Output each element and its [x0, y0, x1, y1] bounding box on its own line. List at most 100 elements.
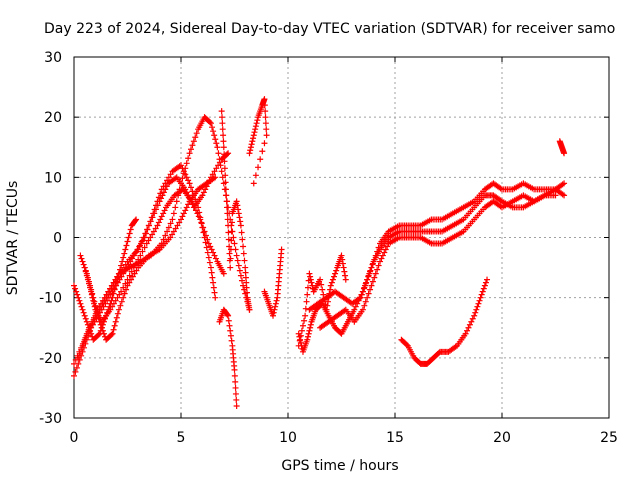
- data-point: [78, 255, 85, 262]
- data-point: [308, 279, 315, 286]
- data-point: [180, 170, 187, 177]
- data-point: [324, 302, 331, 309]
- data-point: [160, 210, 167, 217]
- data-point: [381, 249, 388, 256]
- data-point: [139, 248, 146, 255]
- data-point: [242, 274, 249, 281]
- data-point: [552, 192, 559, 199]
- data-point: [254, 117, 261, 124]
- data-point: [132, 249, 139, 256]
- data-point: [114, 274, 121, 281]
- data-point: [246, 306, 253, 313]
- data-point: [142, 230, 149, 237]
- data-point: [122, 246, 129, 253]
- data-point: [185, 177, 192, 184]
- data-point: [318, 281, 325, 288]
- data-point: [331, 273, 338, 280]
- data-point: [233, 252, 240, 259]
- data-point: [220, 132, 227, 139]
- data-point: [113, 278, 120, 285]
- data-point: [123, 242, 130, 249]
- data-point: [80, 309, 87, 316]
- data-point: [183, 174, 190, 181]
- data-point: [160, 189, 167, 196]
- data-point: [231, 372, 238, 379]
- data-point: [233, 402, 240, 409]
- data-point: [236, 214, 243, 221]
- data-point: [210, 128, 217, 135]
- data-point: [167, 171, 174, 178]
- data-point: [234, 202, 241, 209]
- data-point: [179, 213, 186, 220]
- data-point: [209, 171, 216, 178]
- data-point: [112, 297, 119, 304]
- data-point: [154, 202, 161, 209]
- data-point: [372, 270, 379, 277]
- y-tick-label: 0: [53, 231, 62, 247]
- data-point: [240, 243, 247, 250]
- data-point: [124, 238, 131, 245]
- data-point: [79, 258, 86, 265]
- data-point: [133, 260, 140, 267]
- data-point: [253, 120, 260, 127]
- data-point: [307, 276, 314, 283]
- data-point: [365, 290, 372, 297]
- data-point: [128, 268, 135, 275]
- data-point: [213, 140, 220, 147]
- y-axis-title: SDTVAR / TECUs: [5, 181, 21, 296]
- data-point: [138, 238, 145, 245]
- data-point: [80, 261, 87, 268]
- data-point: [197, 216, 204, 223]
- data-point: [152, 225, 159, 232]
- data-point: [384, 243, 391, 250]
- data-point: [561, 180, 568, 187]
- data-point: [209, 124, 216, 131]
- data-point: [243, 279, 250, 286]
- y-tick-label: -10: [39, 291, 62, 307]
- data-point: [189, 142, 196, 149]
- data-point: [194, 210, 201, 217]
- data-point: [167, 220, 174, 227]
- data-point: [182, 171, 189, 178]
- data-point: [165, 174, 172, 181]
- data-point: [178, 162, 184, 169]
- data-point: [304, 284, 311, 291]
- data-point: [340, 264, 347, 271]
- data-point: [110, 290, 117, 297]
- data-point: [247, 147, 254, 154]
- data-point: [205, 240, 212, 247]
- data-point: [187, 184, 194, 191]
- data-point: [341, 268, 348, 275]
- data-point: [91, 303, 98, 310]
- data-point: [76, 297, 83, 304]
- data-point: [272, 303, 279, 310]
- data-point: [464, 327, 471, 334]
- data-point: [230, 234, 237, 241]
- data-point: [361, 302, 368, 309]
- data-point: [107, 306, 114, 313]
- data-point: [237, 218, 244, 225]
- data-point: [124, 276, 131, 283]
- data-point: [262, 108, 269, 115]
- data-point: [120, 294, 127, 301]
- data-point: [307, 273, 314, 280]
- series-track-14: [295, 252, 349, 349]
- x-tick-label: 20: [493, 430, 511, 446]
- data-point: [273, 297, 280, 304]
- data-point: [190, 201, 197, 208]
- chart-title: Day 223 of 2024, Sidereal Day-to-day VTE…: [44, 21, 615, 37]
- data-point: [219, 126, 226, 133]
- data-point: [89, 294, 96, 301]
- data-point: [208, 246, 215, 253]
- data-point: [140, 234, 147, 241]
- grid: [74, 57, 609, 418]
- data-point: [150, 228, 157, 235]
- data-point: [202, 186, 209, 193]
- data-point: [229, 219, 236, 226]
- data-point: [374, 266, 381, 273]
- data-point: [190, 138, 197, 145]
- y-tick-label: -30: [39, 411, 62, 427]
- data-point: [220, 270, 227, 277]
- data-point: [114, 273, 121, 280]
- data-point: [261, 96, 268, 103]
